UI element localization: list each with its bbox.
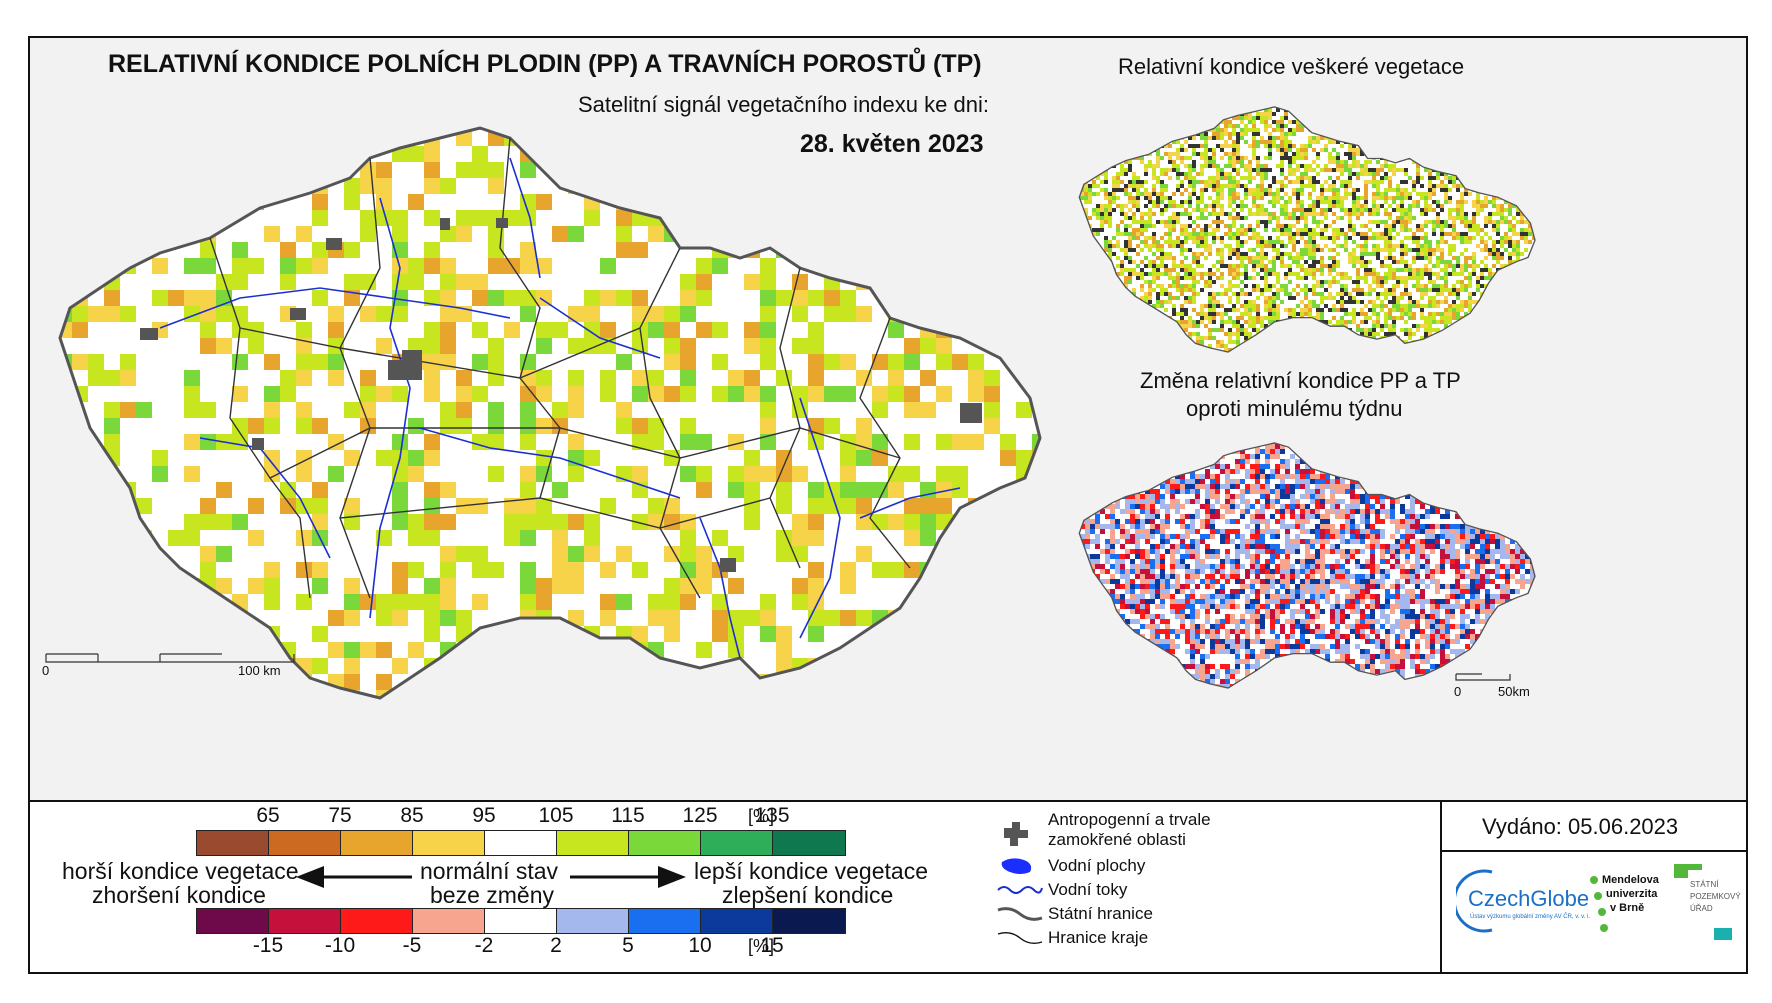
condition-tick-3: 95 xyxy=(472,804,496,827)
change-swatch-0 xyxy=(197,909,269,933)
issued-divider xyxy=(1442,850,1748,852)
change-swatch-4 xyxy=(485,909,557,933)
condition-swatch-7 xyxy=(701,831,773,855)
czechglobe-logo-icon xyxy=(1456,869,1493,933)
worse-label-2: zhoršení kondice xyxy=(92,882,266,908)
normal-label-2: beze změny xyxy=(430,882,555,908)
change-tick-7: 15 xyxy=(760,934,784,957)
legend-anthropogenic-2: zamokřené oblasti xyxy=(1048,830,1186,849)
change-tick-4: 2 xyxy=(550,934,562,957)
legend-anthropogenic-1: Antropogenní a trvale xyxy=(1048,810,1211,829)
condition-tick-1: 75 xyxy=(328,804,352,827)
change-swatch-3 xyxy=(413,909,485,933)
spu-logo-line1: STÁTNÍ xyxy=(1690,880,1719,889)
inset-vegetation-map xyxy=(1078,106,1536,353)
spu-logo-line2: POZEMKOVÝ xyxy=(1690,892,1741,901)
figure-frame: RELATIVNÍ KONDICE POLNÍCH PLODIN (PP) A … xyxy=(28,36,1748,974)
mendel-logo-line3: v Brně xyxy=(1610,902,1645,914)
inset-change-title-1: Změna relativní kondice PP a TP xyxy=(1140,368,1461,393)
condition-swatch-8 xyxy=(773,831,845,855)
arrow-left-icon xyxy=(296,866,412,888)
mendel-logo-line1: Mendelova xyxy=(1602,874,1659,886)
legend-region-border: Hranice kraje xyxy=(1048,928,1149,947)
better-label-1: lepší kondice vegetace xyxy=(694,858,928,884)
change-tick-0: -15 xyxy=(252,934,284,957)
legend-watercourses: Vodní toky xyxy=(1048,880,1128,899)
change-swatch-8 xyxy=(773,909,845,933)
change-swatch-7 xyxy=(701,909,773,933)
condition-tick-7: 135 xyxy=(754,804,790,827)
arrow-right-icon xyxy=(570,866,686,888)
condition-swatch-6 xyxy=(629,831,701,855)
state-border-line xyxy=(58,126,1042,700)
change-scale-bar xyxy=(196,908,846,934)
change-tick-6: 10 xyxy=(688,934,712,957)
better-label-2: zlepšení kondice xyxy=(722,882,894,908)
change-swatch-6 xyxy=(629,909,701,933)
condition-scale-unit: [%] xyxy=(748,806,775,826)
legend-state-border: Státní hranice xyxy=(1048,904,1153,923)
issued-date: Vydáno: 05.06.2023 xyxy=(1482,814,1679,839)
spu-logo-line3: ÚŘAD xyxy=(1690,904,1713,913)
watercourse-icon xyxy=(997,886,1043,894)
change-scale-unit: [%] xyxy=(748,936,775,956)
region-border-icon xyxy=(997,931,1043,945)
subtitle: Satelitní signál vegetačního indexu ke d… xyxy=(578,92,989,117)
condition-swatch-0 xyxy=(197,831,269,855)
watercourses xyxy=(159,157,961,659)
condition-tick-5: 115 xyxy=(611,804,645,827)
main-map xyxy=(58,126,1042,700)
condition-tick-2: 85 xyxy=(400,804,424,827)
mendel-logo-line2: univerzita xyxy=(1606,888,1658,900)
main-title: RELATIVNÍ KONDICE POLNÍCH PLODIN (PP) A … xyxy=(108,50,982,78)
condition-swatch-4 xyxy=(485,831,557,855)
change-tick-3: -2 xyxy=(474,934,494,957)
change-tick-5: 5 xyxy=(622,934,634,957)
mendel-logo-icon xyxy=(1590,876,1608,932)
state-border-icon xyxy=(997,907,1043,921)
inset-change-map xyxy=(1078,442,1536,689)
inset-scalebar xyxy=(1455,673,1511,681)
change-swatch-2 xyxy=(341,909,413,933)
water-body-icon xyxy=(1001,858,1032,874)
spu-logo-icon xyxy=(1674,864,1732,940)
condition-tick-4: 105 xyxy=(538,804,574,827)
issued-box: Vydáno: 05.06.2023 CzechGlobe Ústav výzk… xyxy=(1440,802,1748,972)
change-swatch-1 xyxy=(269,909,341,933)
condition-swatch-1 xyxy=(269,831,341,855)
worse-label-1: horší kondice vegetace xyxy=(62,858,299,884)
date-label: 28. květen 2023 xyxy=(800,130,984,158)
inset-change-title-2: oproti minulému týdnu xyxy=(1186,396,1403,421)
condition-swatch-3 xyxy=(413,831,485,855)
legend-water-bodies: Vodní plochy xyxy=(1048,856,1146,875)
inset-scalebar-end: 50km xyxy=(1498,684,1530,699)
legend-panel: 65 75 85 95 105 115 125 135 [%] horší kondice v… xyxy=(30,802,1748,972)
main-scalebar xyxy=(45,653,295,663)
change-swatch-5 xyxy=(557,909,629,933)
map-panel: RELATIVNÍ KONDICE POLNÍCH PLODIN (PP) A … xyxy=(30,38,1746,802)
normal-label-1: normální stav xyxy=(420,858,559,884)
condition-tick-6: 125 xyxy=(682,804,718,827)
change-tick-2: -5 xyxy=(402,934,422,957)
condition-swatch-5 xyxy=(557,831,629,855)
anthropogenic-icon xyxy=(1004,822,1028,846)
anthropogenic-areas xyxy=(140,218,982,572)
condition-scale-bar xyxy=(196,830,846,856)
inset-vegetation-title: Relativní kondice veškeré vegetace xyxy=(1118,54,1465,79)
czechglobe-logo-text: CzechGlobe xyxy=(1468,886,1590,911)
main-scalebar-end: 100 km xyxy=(238,663,281,678)
inset-scalebar-start: 0 xyxy=(1454,684,1462,699)
condition-swatch-2 xyxy=(341,831,413,855)
change-tick-1: -10 xyxy=(324,934,356,957)
main-scalebar-start: 0 xyxy=(42,663,50,678)
condition-tick-0: 65 xyxy=(256,804,280,827)
czechglobe-logo-subtext: Ústav výzkumu globální změny AV ČR, v. v… xyxy=(1470,914,1591,920)
region-borders xyxy=(209,137,911,599)
